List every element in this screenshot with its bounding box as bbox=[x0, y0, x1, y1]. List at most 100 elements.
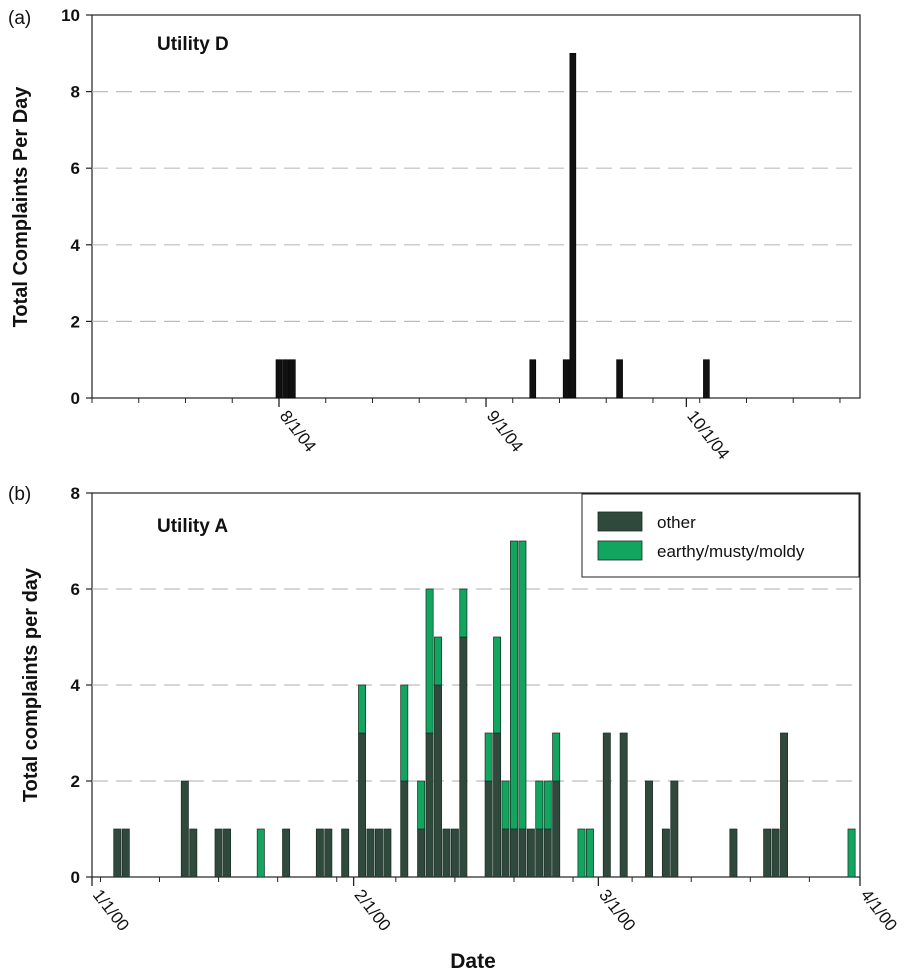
y-tick-label: 2 bbox=[71, 312, 80, 331]
bar-segment-other bbox=[384, 829, 391, 877]
y-tick-label: 4 bbox=[71, 236, 81, 255]
bar-segment-earthy-musty-moldy bbox=[418, 781, 425, 829]
bar-segment-other bbox=[553, 781, 560, 877]
x-tick-label: 9/1/04 bbox=[483, 407, 527, 456]
bar bbox=[530, 360, 536, 398]
bar-segment-other bbox=[460, 637, 467, 877]
panel-a-plot-frame bbox=[92, 15, 860, 398]
y-tick-label: 8 bbox=[71, 484, 80, 503]
bar-segment-other bbox=[215, 829, 222, 877]
bar-segment-other bbox=[401, 781, 408, 877]
bar-segment-other bbox=[519, 829, 526, 877]
bar-segment-other bbox=[485, 781, 492, 877]
bar-segment-earthy-musty-moldy bbox=[510, 541, 517, 829]
bar-segment-other bbox=[671, 781, 678, 877]
x-tick-label: 3/1/00 bbox=[595, 886, 639, 935]
bar-segment-earthy-musty-moldy bbox=[586, 829, 593, 877]
panel-b-y-axis: 0 2 4 6 8 bbox=[71, 484, 92, 887]
legend-label-other: other bbox=[657, 513, 696, 532]
bar-segment-other bbox=[342, 829, 349, 877]
bar-segment-other bbox=[283, 829, 290, 877]
x-tick-label: 8/1/04 bbox=[276, 407, 320, 456]
panel-a-y-axis-label: Total Complaints Per Day bbox=[10, 86, 32, 328]
bar bbox=[703, 360, 709, 398]
bar-segment-other bbox=[316, 829, 323, 877]
y-tick-label: 6 bbox=[71, 159, 80, 178]
panel-a-chart: (a) 0 2 4 6 8 10 8/1/04 9/1/04 10/1/04 Utility … bbox=[8, 6, 860, 463]
bar-segment-other bbox=[510, 829, 517, 877]
bar-segment-other bbox=[358, 733, 365, 877]
legend-swatch-other bbox=[598, 512, 642, 531]
panel-a-y-axis: 0 2 4 6 8 10 bbox=[61, 6, 92, 408]
bar bbox=[276, 360, 282, 398]
bar-segment-other bbox=[367, 829, 374, 877]
panel-b-title: Utility A bbox=[157, 516, 228, 537]
bar-segment-other bbox=[544, 829, 551, 877]
bar bbox=[570, 53, 576, 398]
x-tick-label: 2/1/00 bbox=[350, 886, 394, 935]
y-tick-label: 4 bbox=[71, 676, 81, 695]
y-tick-label: 2 bbox=[71, 772, 80, 791]
panel-a-gridlines bbox=[92, 92, 860, 322]
x-tick-label: 4/1/00 bbox=[857, 886, 901, 935]
bar-segment-other bbox=[730, 829, 737, 877]
bar-segment-other bbox=[603, 733, 610, 877]
bar-segment-other bbox=[426, 733, 433, 877]
bar-segment-earthy-musty-moldy bbox=[502, 781, 509, 829]
x-tick-label: 1/1/00 bbox=[89, 886, 133, 935]
bar-segment-earthy-musty-moldy bbox=[578, 829, 585, 877]
panel-b-legend: other earthy/musty/moldy bbox=[582, 494, 859, 577]
legend-swatch-earthy-musty-moldy bbox=[598, 541, 642, 560]
bar-segment-other bbox=[190, 829, 197, 877]
panel-b-y-axis-label: Total complaints per day bbox=[20, 567, 42, 802]
bar-segment-other bbox=[122, 829, 129, 877]
panel-b-x-axis: 1/1/00 2/1/00 3/1/00 4/1/00 bbox=[89, 877, 901, 935]
legend-frame bbox=[582, 494, 859, 577]
bar bbox=[617, 360, 623, 398]
bar-segment-earthy-musty-moldy bbox=[460, 589, 467, 637]
panel-b-x-axis-label: Date bbox=[450, 950, 496, 973]
bar-segment-earthy-musty-moldy bbox=[485, 733, 492, 781]
bar-segment-other bbox=[375, 829, 382, 877]
y-tick-label: 0 bbox=[71, 389, 80, 408]
panel-a-bars bbox=[276, 53, 709, 398]
panel-b-chart: (b) 0 2 4 6 8 1/1/00 2/1/00 3/1/00 4/1/00 Utili… bbox=[8, 484, 901, 973]
panel-a-title: Utility D bbox=[157, 34, 229, 55]
bar-segment-other bbox=[780, 733, 787, 877]
bar-segment-earthy-musty-moldy bbox=[536, 781, 543, 829]
bar-segment-earthy-musty-moldy bbox=[358, 685, 365, 733]
bar-segment-other bbox=[502, 829, 509, 877]
bar bbox=[563, 360, 569, 398]
bar-segment-earthy-musty-moldy bbox=[519, 541, 526, 829]
panel-a-letter: (a) bbox=[8, 8, 31, 29]
bar-segment-other bbox=[325, 829, 332, 877]
bar-segment-other bbox=[662, 829, 669, 877]
bar-segment-earthy-musty-moldy bbox=[848, 829, 855, 877]
bar bbox=[283, 360, 289, 398]
bar-segment-other bbox=[493, 733, 500, 877]
bar-segment-earthy-musty-moldy bbox=[434, 637, 441, 685]
panel-b-bars bbox=[114, 541, 855, 877]
y-tick-label: 8 bbox=[71, 83, 80, 102]
bar-segment-earthy-musty-moldy bbox=[493, 637, 500, 733]
panel-a-x-axis: 8/1/04 9/1/04 10/1/04 bbox=[92, 398, 840, 463]
y-tick-label: 10 bbox=[61, 6, 80, 25]
bar-segment-other bbox=[764, 829, 771, 877]
bar-segment-other bbox=[418, 829, 425, 877]
x-tick-label: 10/1/04 bbox=[683, 407, 733, 463]
bar-segment-other bbox=[223, 829, 230, 877]
bar-segment-earthy-musty-moldy bbox=[553, 733, 560, 781]
y-tick-label: 0 bbox=[71, 868, 80, 887]
legend-label-earthy-musty-moldy: earthy/musty/moldy bbox=[657, 542, 805, 561]
bar-segment-other bbox=[645, 781, 652, 877]
bar-segment-other bbox=[451, 829, 458, 877]
bar-segment-other bbox=[114, 829, 121, 877]
bar-segment-other bbox=[620, 733, 627, 877]
panel-b-letter: (b) bbox=[8, 484, 31, 505]
bar-segment-earthy-musty-moldy bbox=[257, 829, 264, 877]
bar-segment-other bbox=[443, 829, 450, 877]
bar-segment-other bbox=[772, 829, 779, 877]
bar-segment-other bbox=[527, 829, 534, 877]
panel-b-gridlines bbox=[92, 589, 860, 781]
